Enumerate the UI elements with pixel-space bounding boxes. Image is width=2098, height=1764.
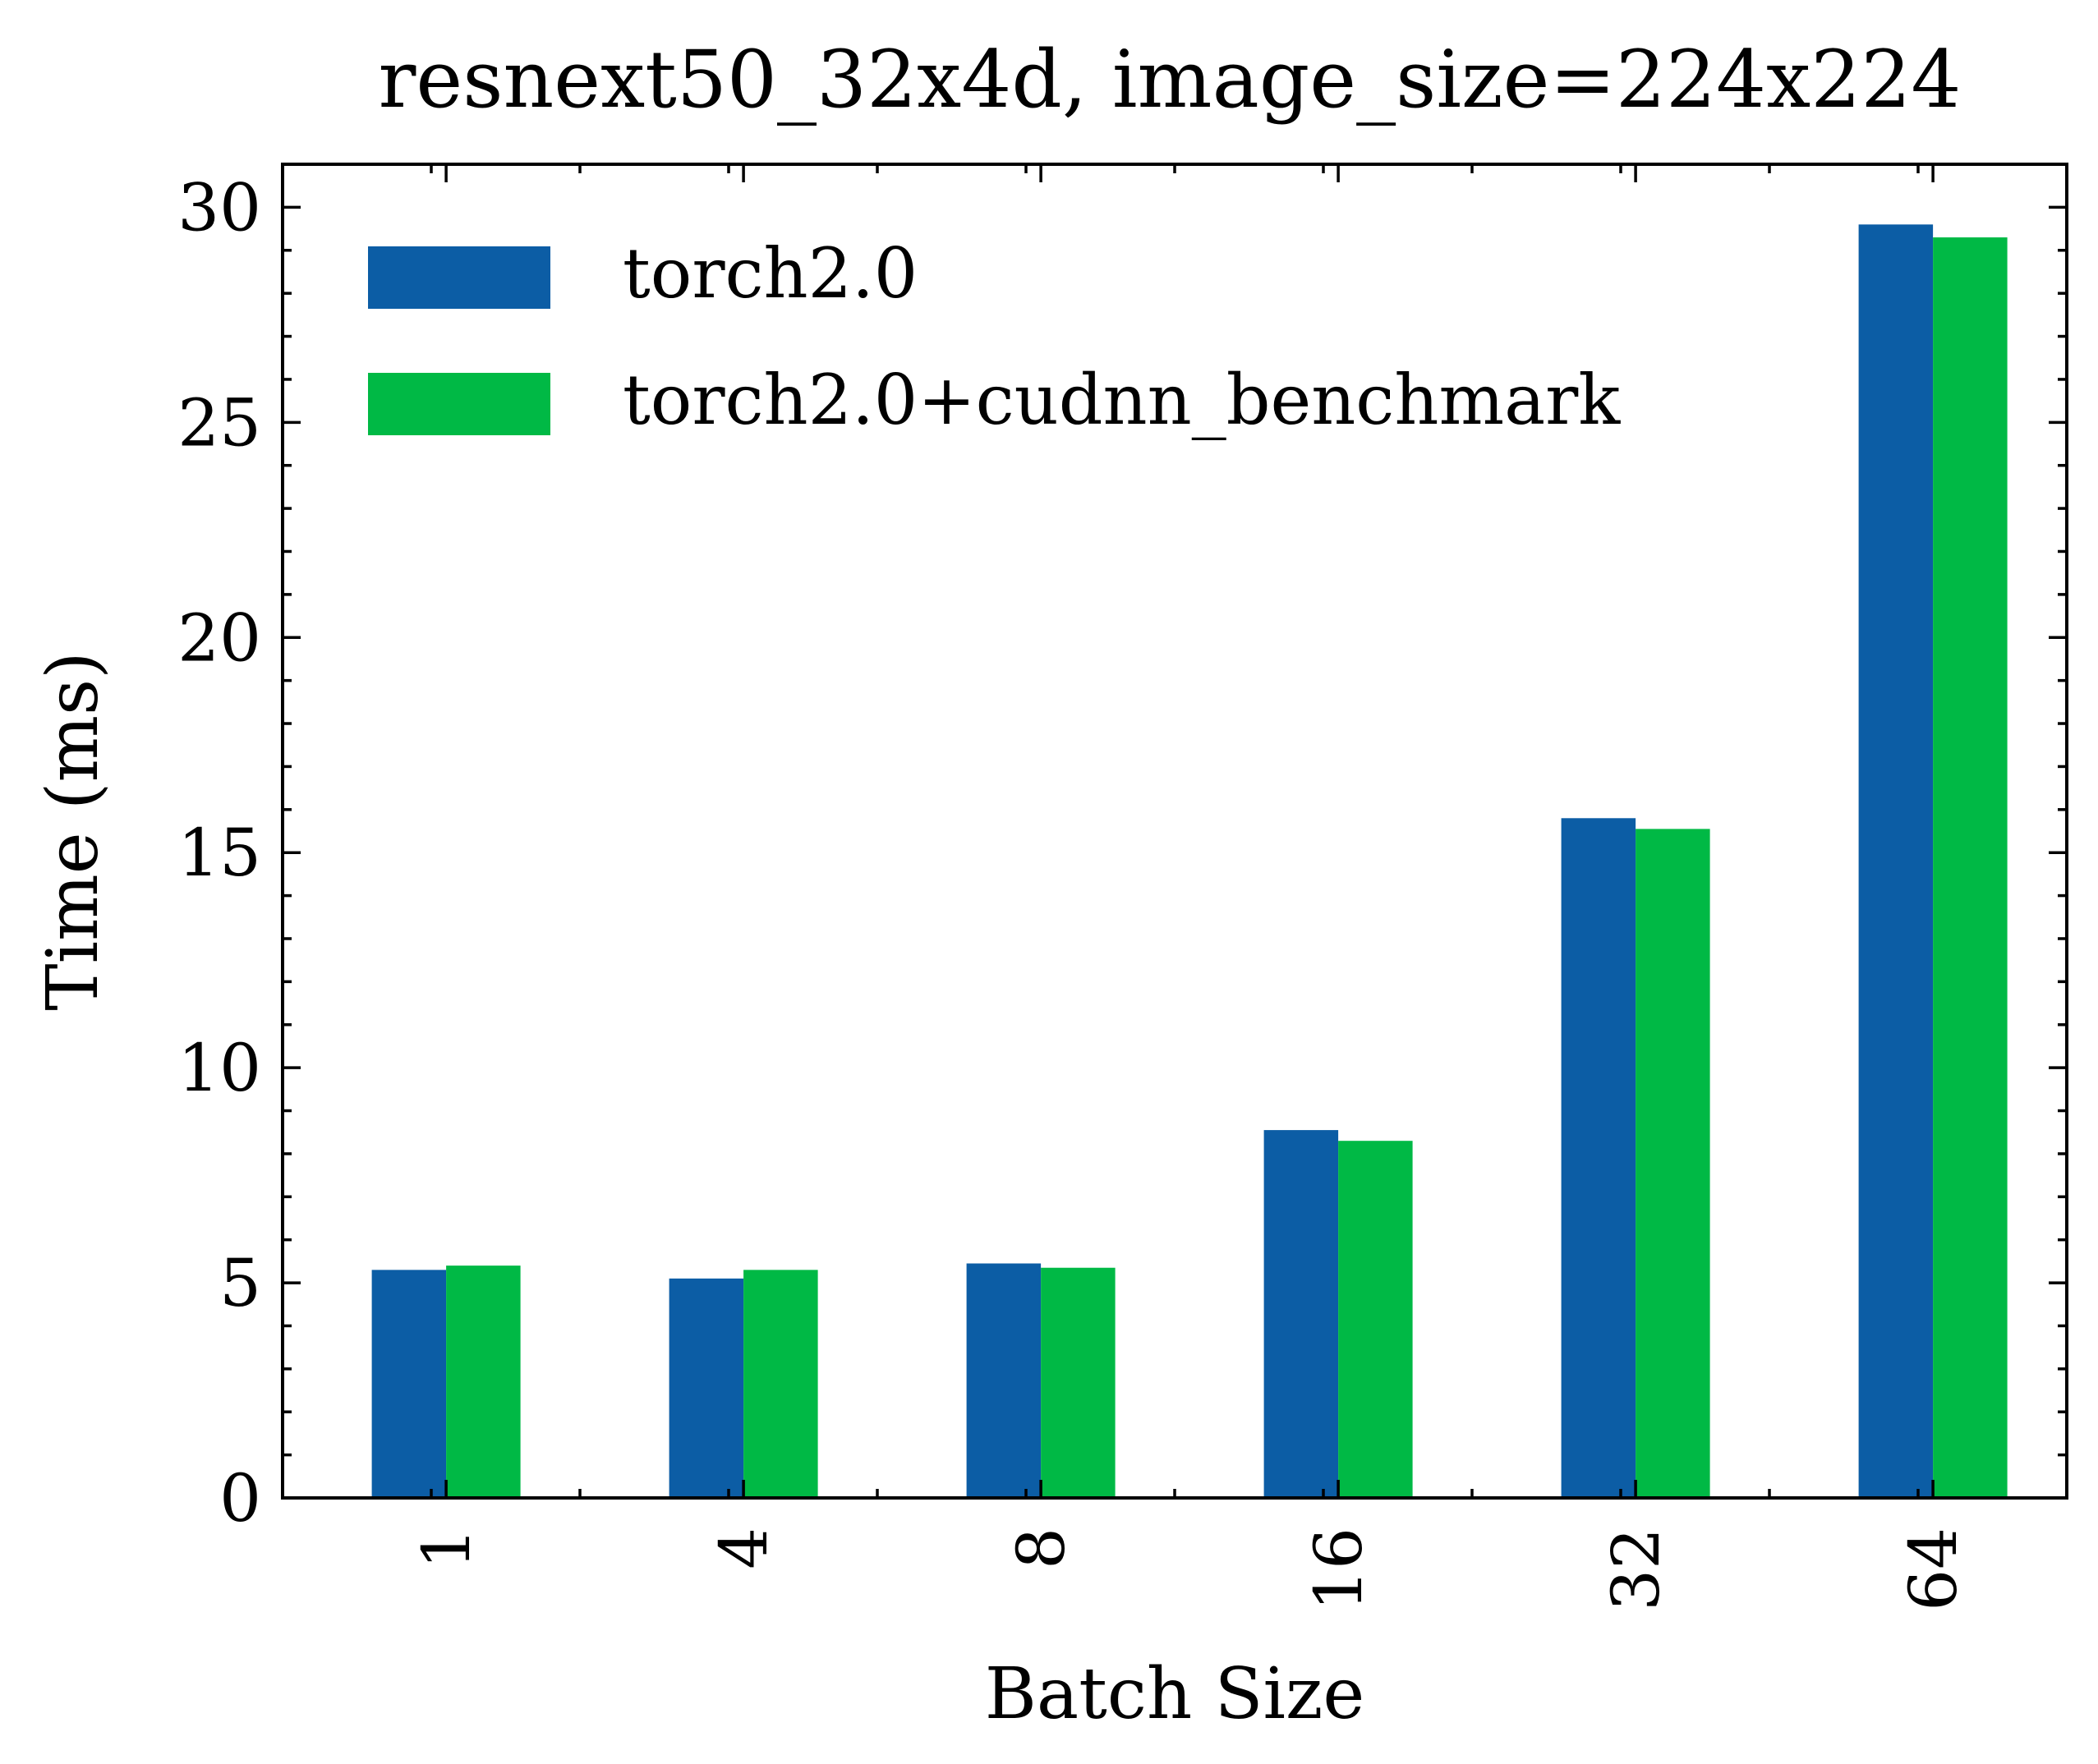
bar-series2-16	[1338, 1141, 1413, 1498]
legend: torch2.0 torch2.0+cudnn_benchmark	[368, 233, 1621, 440]
bar-series1-8	[966, 1263, 1042, 1498]
legend-swatch	[368, 373, 550, 435]
y-tick-label: 5	[219, 1245, 261, 1321]
x-tick-label: 64	[1895, 1527, 1971, 1611]
x-tick-label: 8	[1003, 1527, 1079, 1569]
bar-series1-16	[1263, 1130, 1339, 1498]
axis-ticks: 0 5 10 15 20 25 30 1 4 8 16 32 64	[177, 163, 2067, 1611]
bar-series2-4	[743, 1270, 818, 1498]
x-axis-label: Batch Size	[985, 1653, 1365, 1735]
x-tick-label: 16	[1300, 1527, 1377, 1611]
legend-entry-1: torch2.0	[368, 233, 918, 314]
x-tick-label: 32	[1598, 1527, 1674, 1611]
x-tick-label: 1	[408, 1527, 485, 1569]
bar-series1-1	[371, 1270, 447, 1498]
y-tick-label: 20	[177, 599, 261, 676]
bar-series2-64	[1933, 237, 2008, 1498]
y-tick-label: 0	[219, 1460, 261, 1537]
y-tick-label: 10	[177, 1030, 261, 1106]
bar-series2-8	[1041, 1267, 1116, 1498]
y-tick-label: 25	[177, 384, 261, 461]
y-axis-label: Time (ms)	[32, 651, 114, 1010]
legend-label: torch2.0+cudnn_benchmark	[623, 360, 1621, 440]
bar-series2-32	[1636, 829, 1710, 1498]
bars	[371, 224, 2008, 1499]
legend-entry-2: torch2.0+cudnn_benchmark	[368, 360, 1621, 440]
legend-label: torch2.0	[623, 233, 918, 314]
y-tick-label: 30	[177, 169, 261, 246]
bar-series1-4	[669, 1278, 744, 1498]
bar-series1-64	[1858, 224, 1934, 1499]
chart-title: resnext50_32x4d, image_size=224x224	[379, 34, 1962, 126]
legend-swatch	[368, 246, 550, 309]
bar-series1-32	[1561, 818, 1636, 1498]
plot-frame	[281, 163, 2068, 1500]
bar-series2-1	[446, 1266, 521, 1498]
y-tick-label: 15	[177, 815, 261, 891]
x-tick-label: 4	[706, 1527, 782, 1569]
